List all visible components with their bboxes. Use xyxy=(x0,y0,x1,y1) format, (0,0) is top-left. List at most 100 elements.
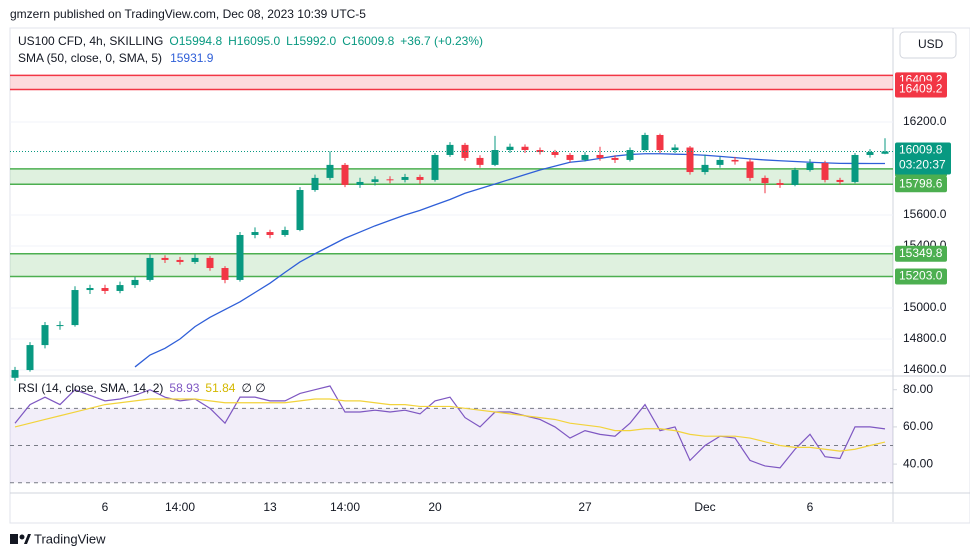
candle-body xyxy=(26,345,34,371)
candle-body xyxy=(476,157,484,165)
candle-body xyxy=(41,325,49,346)
candle-body xyxy=(491,150,499,165)
candle-body xyxy=(176,259,184,262)
price-label-box xyxy=(895,268,947,285)
high: H16095.0 xyxy=(228,34,280,48)
candle-body xyxy=(746,161,754,178)
sma-name: SMA (50, close, 0, SMA, 5) xyxy=(18,51,162,65)
low: L15992.0 xyxy=(286,34,336,48)
x-tick-label: 14:00 xyxy=(330,500,360,514)
rsi-legend: RSI (14, close, SMA, 14, 2) 58.93 51.84 ∅ ∅ xyxy=(18,381,266,395)
last-price: 16009.8 xyxy=(899,143,943,157)
candle-body xyxy=(401,176,409,180)
zone xyxy=(10,253,893,277)
candle-body xyxy=(821,163,829,180)
price-label-box xyxy=(895,81,947,98)
logo-slash xyxy=(24,534,31,544)
candle-body xyxy=(461,144,469,158)
countdown: 03:20:37 xyxy=(899,158,946,172)
x-tick-label: Dec xyxy=(694,500,715,514)
rsi-ma-value: 51.84 xyxy=(205,381,235,395)
price-label-box xyxy=(895,176,947,193)
candle-body xyxy=(551,152,559,155)
candle-body xyxy=(686,147,694,173)
zone xyxy=(10,168,893,185)
candle-body xyxy=(716,159,724,165)
candle-body xyxy=(266,232,274,235)
zone xyxy=(10,75,893,90)
candle-body xyxy=(506,146,514,151)
rsi-name: RSI (14, close, SMA, 14, 2) xyxy=(18,381,163,395)
candle-body xyxy=(131,279,139,286)
candle-body xyxy=(416,176,424,180)
candle-body xyxy=(386,179,394,181)
sma-value: 15931.9 xyxy=(170,51,214,65)
price-label: 15798.6 xyxy=(899,176,943,190)
candle-body xyxy=(566,154,574,160)
candle-body xyxy=(851,154,859,182)
candle-body xyxy=(536,150,544,153)
price-label: 15203.0 xyxy=(899,269,943,283)
candle-body xyxy=(701,164,709,173)
x-tick-label: 6 xyxy=(807,500,814,514)
x-tick-label: 20 xyxy=(428,500,442,514)
y-tick-label: 80.00 xyxy=(903,382,933,396)
candle-body xyxy=(431,154,439,180)
logo-dot xyxy=(19,534,25,540)
close: C16009.8 xyxy=(342,34,394,48)
candle-body xyxy=(116,285,124,291)
plot-layer: 16200.015600.015400.015000.014800.014600… xyxy=(10,72,951,514)
candle-body xyxy=(296,190,304,231)
y-tick-label: 60.00 xyxy=(903,419,933,433)
x-tick-label: 6 xyxy=(102,500,109,514)
candle-body xyxy=(881,151,889,154)
y-tick-label: 15600.0 xyxy=(903,207,947,221)
y-tick-label: 15000.0 xyxy=(903,300,947,314)
candle-body xyxy=(806,163,814,171)
price-label: 15349.8 xyxy=(899,246,943,260)
symbol: US100 CFD, 4h, SKILLING xyxy=(18,34,163,48)
candle-body xyxy=(341,164,349,185)
last-price-box xyxy=(895,142,951,175)
x-tick-label: 13 xyxy=(263,500,277,514)
rsi-value: 58.93 xyxy=(169,381,199,395)
rsi-line xyxy=(14,385,886,469)
rsi-suffix: ∅ ∅ xyxy=(241,381,265,395)
logo xyxy=(10,534,31,544)
currency: USD xyxy=(918,37,944,51)
y-tick-label: 16200.0 xyxy=(903,114,947,128)
candle-body xyxy=(446,144,454,155)
candle-body xyxy=(356,181,364,185)
sma-line xyxy=(134,153,886,368)
candle-body xyxy=(191,257,199,262)
y-tick-label: 14600.0 xyxy=(903,362,947,376)
candle-body xyxy=(311,177,319,191)
candle-body xyxy=(71,290,79,326)
candle-body xyxy=(251,232,259,235)
sma-legend: SMA (50, close, 0, SMA, 5) 15931.9 xyxy=(18,51,214,65)
candle-body xyxy=(596,154,604,158)
open: O15994.8 xyxy=(169,34,222,48)
candle-body xyxy=(656,134,664,151)
y-tick-label: 14800.0 xyxy=(903,331,947,345)
candle-body xyxy=(866,152,874,155)
currency-button[interactable] xyxy=(899,31,957,59)
price-label-box xyxy=(895,245,947,262)
candle-body xyxy=(236,234,244,280)
price-label: 16409.2 xyxy=(899,82,943,96)
y-tick-label: 40.00 xyxy=(903,456,933,470)
footer-brand: TradingView xyxy=(34,531,106,546)
candle-body xyxy=(671,147,679,151)
chart-frame xyxy=(9,27,970,524)
candle-body xyxy=(281,230,289,235)
candle-body xyxy=(146,257,154,280)
candle-body xyxy=(581,154,589,160)
x-tick-label: 27 xyxy=(578,500,592,514)
candle-body xyxy=(776,183,784,185)
candle-body xyxy=(836,179,844,182)
logo-mark xyxy=(10,534,18,544)
candle-body xyxy=(371,179,379,182)
rsi-line xyxy=(14,398,886,452)
